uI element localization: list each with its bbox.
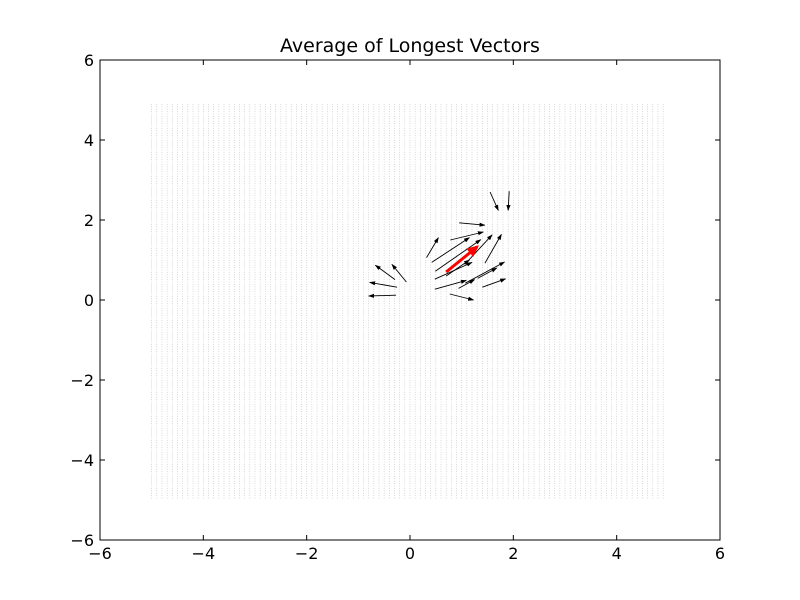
vector-arrow	[369, 281, 398, 288]
vector-arrow	[482, 278, 507, 288]
vector-arrow	[477, 267, 498, 279]
x-tick-label: 2	[508, 544, 518, 563]
vector-arrow	[426, 237, 439, 258]
vector-arrow	[449, 293, 475, 301]
y-tick-label: −2	[70, 371, 94, 390]
vector-arrow	[459, 222, 486, 227]
x-axis: −6 −4 −2 0 2 4 6	[88, 60, 725, 563]
y-tick-label: 4	[84, 131, 94, 150]
y-tick-label: 0	[84, 291, 94, 310]
vector-arrow	[431, 237, 470, 263]
vector-arrow	[391, 263, 407, 283]
vector-arrow	[458, 279, 476, 289]
plot-area	[100, 60, 720, 540]
x-tick-label: 4	[612, 544, 622, 563]
longest-vectors	[368, 191, 511, 301]
vector-arrow	[434, 279, 467, 290]
vector-arrow	[435, 239, 482, 272]
chart-title: Average of Longest Vectors	[280, 35, 540, 57]
y-tick-label: 2	[84, 211, 94, 230]
y-tick-label: −6	[70, 531, 94, 550]
vector-arrow	[445, 259, 470, 277]
vector-arrow	[368, 293, 397, 298]
average-vector-arrow	[445, 245, 480, 274]
y-tick-label: 6	[84, 51, 94, 70]
x-tick-label: −4	[192, 544, 216, 563]
vector-arrow	[374, 264, 396, 280]
x-tick-label: −6	[88, 544, 112, 563]
average-vector-group	[445, 245, 480, 274]
x-tick-label: 6	[715, 544, 725, 563]
y-tick-label: −4	[70, 451, 94, 470]
vector-arrow	[484, 233, 502, 264]
vector-arrow	[489, 191, 499, 211]
x-tick-label: −2	[295, 544, 319, 563]
vector-arrow	[506, 191, 511, 211]
y-axis: −6 −4 −2 0 2 4 6	[70, 51, 720, 550]
x-tick-label: 0	[405, 544, 415, 563]
vector-arrow	[450, 231, 484, 241]
